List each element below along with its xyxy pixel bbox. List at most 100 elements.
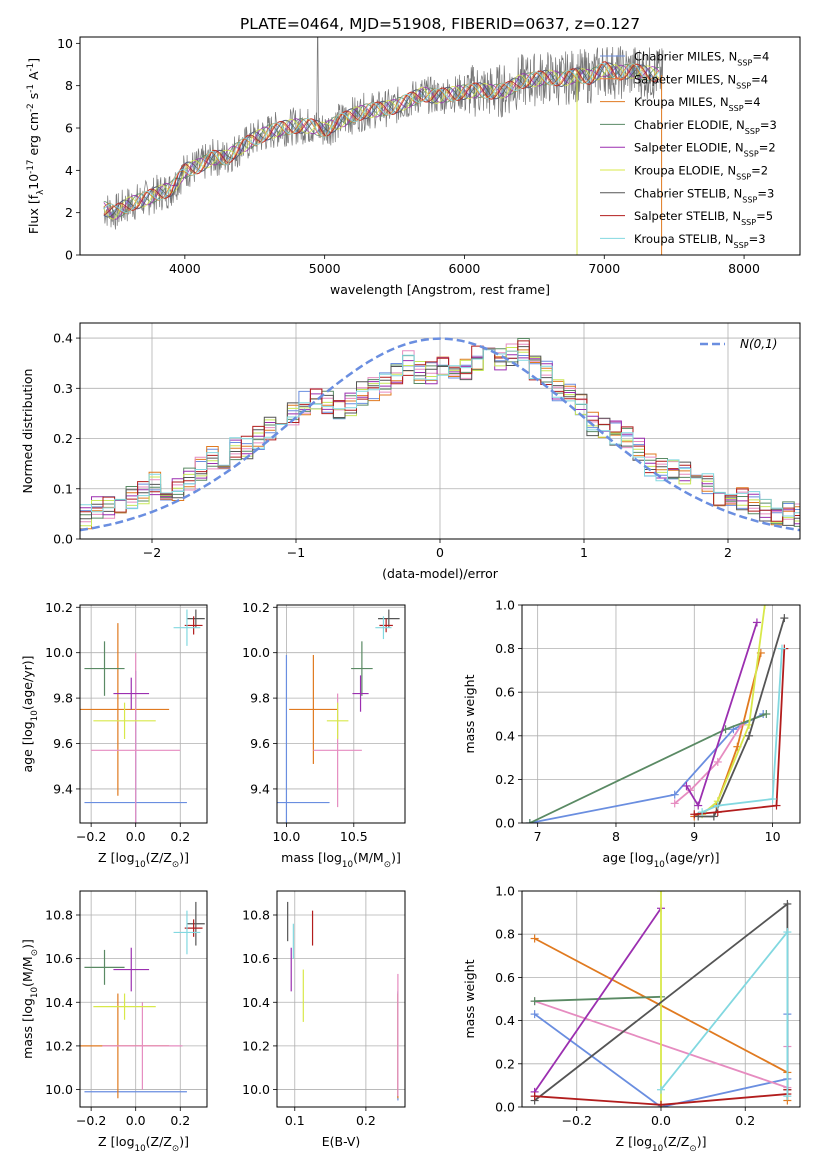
x-axis-label: Z [log10(Z/Z⊙)]	[98, 850, 189, 870]
x-tick-label: −1	[287, 545, 305, 560]
y-tick-label: 9.8	[53, 691, 73, 706]
y-tick-label: 1.0	[495, 598, 515, 613]
plot-area	[103, 37, 664, 255]
panel-spectrum: 4000 5000 6000 7000 8000 0 2 4 6 8 10 wavelength [A…	[26, 36, 801, 297]
y-tick-label: 9.4	[53, 781, 73, 796]
axes-frame	[79, 322, 801, 540]
y-tick-label: 0.8	[495, 641, 515, 656]
y-axis-label: age [log10(age/yr)]	[20, 655, 40, 772]
x-tick-label: −0.2	[76, 1113, 106, 1128]
x-tick-label: 7000	[588, 261, 620, 276]
panel-mass-weight-vs-Z: −0.2 0.0 0.2 0.0 0.2 0.4 0.6 0.8 1.0 Z [log10(Z/Z…	[462, 884, 801, 1154]
legend-label: Chabrier MILES, NSSP=4	[634, 50, 769, 68]
legend-label: Salpeter STELIB, NSSP=5	[634, 209, 773, 227]
legend-label: Chabrier STELIB, NSSP=3	[634, 186, 774, 204]
x-tick-label: 8	[612, 829, 620, 844]
axes-frame	[79, 890, 208, 1108]
plot-area	[277, 609, 400, 823]
model-spectrum-line	[103, 61, 660, 216]
y-tick-label: 10.0	[45, 1082, 73, 1097]
series-line	[694, 648, 786, 816]
x-tick-label: 9	[690, 829, 698, 844]
y-tick-label: 10.2	[242, 1038, 270, 1053]
x-tick-label: 0.0	[651, 1113, 671, 1128]
legend-label: Kroupa MILES, NSSP=4	[634, 95, 761, 113]
x-tick-label: 5000	[309, 261, 341, 276]
x-axis-label: (data-model)/error	[382, 566, 499, 581]
plot-area	[80, 901, 205, 1099]
series-line	[701, 648, 783, 813]
y-tick-label: 10.6	[45, 951, 73, 966]
x-tick-label: −0.2	[562, 1113, 592, 1128]
plot-area	[530, 891, 792, 1107]
y-tick-label: 0.6	[495, 970, 515, 985]
y-tick-label: 10.0	[242, 1082, 270, 1097]
x-axis-label: age [log10(age/yr)]	[602, 850, 719, 870]
y-axis-label: mass [log10(M/M⊙)]	[20, 939, 40, 1059]
legend-label: Kroupa ELODIE, NSSP=2	[634, 164, 768, 182]
y-axis-label: mass weight	[462, 674, 477, 753]
x-tick-label: 2	[724, 545, 732, 560]
y-tick-label: 10.4	[242, 995, 270, 1010]
model-spectrum-line	[103, 61, 660, 215]
x-tick-label: 10.0	[273, 829, 301, 844]
y-tick-label: 0.0	[495, 1100, 515, 1115]
x-tick-label: 1	[580, 545, 588, 560]
y-axis-label: Flux [fλ10-17 erg cm-2 s-1 A-1]	[26, 58, 46, 234]
y-tick-label: 0.1	[53, 481, 73, 496]
legend-label: Chabrier ELODIE, NSSP=3	[634, 118, 777, 136]
x-tick-label: 0.2	[170, 829, 190, 844]
x-axis-label: mass [log10(M/M⊙)]	[281, 850, 401, 870]
model-spectrum-line	[103, 62, 660, 217]
histogram-step-line	[80, 349, 800, 517]
x-tick-label: 10.5	[340, 829, 368, 844]
plot-area	[525, 605, 789, 823]
y-tick-label: 9.6	[250, 736, 270, 751]
gaussian-curve	[80, 337, 800, 532]
legend-label: N(0,1)	[740, 337, 777, 351]
y-tick-label: 6	[65, 121, 73, 136]
x-tick-label: 0.1	[285, 1113, 305, 1128]
observed-spectrum-line	[103, 37, 664, 230]
y-tick-label: 0.4	[495, 1013, 515, 1028]
x-tick-label: 0.2	[356, 1113, 376, 1128]
model-spectrum-line	[103, 62, 660, 213]
x-tick-label: 8000	[728, 261, 760, 276]
y-tick-label: 0.2	[53, 431, 73, 446]
model-spectrum-line	[103, 62, 660, 218]
x-tick-label: −0.2	[76, 829, 106, 844]
legend-label: Kroupa STELIB, NSSP=3	[634, 232, 766, 250]
y-tick-label: 0.3	[53, 381, 73, 396]
plot-area	[80, 337, 800, 532]
series-line	[660, 929, 789, 1097]
panel-age-vs-mass: 10.0 10.5 9.4 9.6 9.8 10.0 10.2 mass [log10(M/M…	[242, 600, 406, 870]
series-line	[701, 605, 766, 815]
x-axis-label: E(B-V)	[322, 1134, 361, 1149]
y-tick-label: 10.2	[45, 1038, 73, 1053]
y-tick-label: 10.6	[242, 951, 270, 966]
model-spectrum-line	[103, 64, 660, 220]
y-tick-label: 0.6	[495, 685, 515, 700]
axes-frame	[79, 604, 208, 824]
plot-area	[80, 609, 205, 823]
y-tick-label: 10.0	[242, 645, 270, 660]
y-tick-label: 2	[65, 205, 73, 220]
plot-area	[287, 901, 399, 1101]
y-tick-label: 1.0	[495, 884, 515, 899]
axes-frame	[521, 890, 801, 1108]
x-tick-label: 4000	[169, 261, 201, 276]
y-tick-label: 0.0	[495, 816, 515, 831]
y-tick-label: 0.2	[495, 772, 515, 787]
x-tick-label: 10	[765, 829, 781, 844]
y-axis-label: mass weight	[462, 959, 477, 1038]
y-tick-label: 10.2	[242, 600, 270, 615]
y-tick-label: 0.4	[53, 331, 73, 346]
y-tick-label: 9.4	[250, 781, 270, 796]
x-tick-label: 0.2	[170, 1113, 190, 1128]
y-tick-label: 0.2	[495, 1056, 515, 1071]
y-axis-label: Normed distribution	[20, 369, 35, 494]
x-tick-label: 0.0	[126, 829, 146, 844]
x-axis-label: Z [log10(Z/Z⊙)]	[98, 1134, 189, 1154]
axes-frame	[276, 604, 406, 824]
axes-frame	[521, 604, 801, 824]
